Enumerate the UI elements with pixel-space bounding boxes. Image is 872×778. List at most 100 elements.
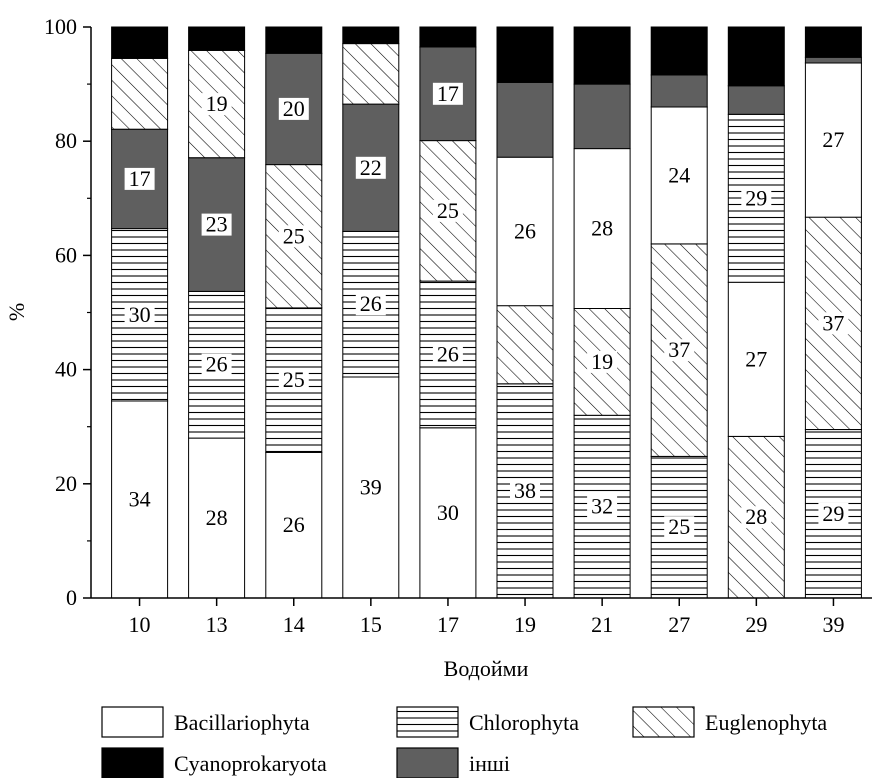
data-label: 28 <box>206 505 228 530</box>
data-label-background <box>664 516 695 539</box>
data-label: 20 <box>283 96 305 121</box>
data-label: 37 <box>668 337 690 362</box>
data-label-background <box>278 225 309 248</box>
data-label: 25 <box>668 514 690 539</box>
bar-segment-інші-39 <box>804 56 862 64</box>
data-label-background <box>818 502 849 525</box>
bar-segment-euglenophyta-15 <box>342 43 400 105</box>
bar-segment-bacillariophyta-21 <box>573 148 631 309</box>
x-tick-label: 27 <box>668 612 690 637</box>
data-label-background <box>664 339 695 362</box>
y-tick-label: 60 <box>55 242 77 267</box>
bar-segment-cyanoprokaryota-15 <box>342 26 400 45</box>
x-tick-label: 17 <box>437 612 459 637</box>
data-label-background <box>355 156 386 179</box>
bar-segment-інші-27 <box>650 74 708 108</box>
legend-label: Chlorophyta <box>469 710 579 735</box>
bar-segment-bacillariophyta-10 <box>111 400 169 599</box>
data-label-background <box>741 187 772 210</box>
data-label: 22 <box>360 155 382 180</box>
legend-label: Cyanoprokaryota <box>174 751 327 776</box>
data-label-background <box>587 350 618 373</box>
data-label: 19 <box>206 91 228 116</box>
data-label-background <box>432 343 463 366</box>
bar-segment-cyanoprokaryota-21 <box>573 26 631 85</box>
data-label: 25 <box>437 198 459 223</box>
y-tick-label: 80 <box>55 128 77 153</box>
data-label: 39 <box>360 475 382 500</box>
legend-item-euglenophyta: Euglenophyta <box>632 706 827 738</box>
y-axis-title: % <box>4 303 29 321</box>
x-tick-label: 15 <box>360 612 382 637</box>
legend-swatch <box>396 747 459 778</box>
bar-segment-cyanoprokaryota-27 <box>650 26 708 76</box>
x-tick-label: 14 <box>283 612 305 637</box>
data-label: 32 <box>591 494 613 519</box>
x-tick-label: 21 <box>591 612 613 637</box>
bar-segment-bacillariophyta-39 <box>804 62 862 218</box>
data-label: 26 <box>360 291 382 316</box>
legend-item-інші: інші <box>396 747 510 778</box>
legend-label: Bacillariophyta <box>174 710 310 735</box>
bar-segment-cyanoprokaryota-19 <box>496 26 554 83</box>
plot-area: 34 30 17 28 26 23 19 26 25 25 20 39 26 22 30 26 25 17 38 26… <box>111 26 862 599</box>
data-label: 19 <box>591 349 613 374</box>
bar-segment-cyanoprokaryota-14 <box>265 26 323 54</box>
data-label: 25 <box>283 223 305 248</box>
x-tick-label: 10 <box>129 612 151 637</box>
legend-item-bacillariophyta: Bacillariophyta <box>101 706 310 738</box>
bar-segment-euglenophyta-19 <box>496 305 554 385</box>
legend-item-chlorophyta: Chlorophyta <box>396 706 579 738</box>
data-label: 37 <box>822 310 844 335</box>
data-label: 38 <box>514 478 536 503</box>
bar-segment-cyanoprokaryota-10 <box>111 26 169 59</box>
data-label-background <box>201 93 232 116</box>
data-label: 17 <box>437 81 459 106</box>
data-label-background <box>201 353 232 376</box>
data-label: 17 <box>129 166 151 191</box>
data-label: 26 <box>283 512 305 537</box>
bar-segment-cyanoprokaryota-17 <box>419 26 477 48</box>
data-label: 26 <box>437 342 459 367</box>
bar-segment-інші-29 <box>727 85 785 115</box>
bar-segment-cyanoprokaryota-29 <box>727 26 785 87</box>
data-label-background <box>124 303 155 326</box>
bar-segment-інші-21 <box>573 83 631 150</box>
data-label: 25 <box>283 367 305 392</box>
y-tick-label: 40 <box>55 357 77 382</box>
x-axis-title: Водойми <box>444 656 529 681</box>
y-tick-label: 100 <box>44 14 77 39</box>
x-tick-label: 39 <box>822 612 844 637</box>
bar-segment-bacillariophyta-17 <box>419 427 477 599</box>
data-label-background <box>278 369 309 392</box>
legend-label: інші <box>469 751 510 776</box>
data-label: 30 <box>437 500 459 525</box>
bar-segment-cyanoprokaryota-39 <box>804 26 862 58</box>
data-label: 29 <box>822 501 844 526</box>
data-label-background <box>201 213 232 236</box>
bar-segment-bacillariophyta-14 <box>265 451 323 599</box>
bar-segment-bacillariophyta-15 <box>342 376 400 599</box>
axes: 0 20 40 60 80 100 10 13 14 15 17 19 21 27 29 39 <box>44 14 872 637</box>
legend-swatch <box>632 706 695 738</box>
data-label-background <box>432 199 463 222</box>
data-label-background <box>278 97 309 120</box>
data-label-background <box>587 495 618 518</box>
bar-segment-інші-19 <box>496 81 554 158</box>
data-label: 30 <box>129 302 151 327</box>
data-label-background <box>510 479 540 502</box>
legend-swatch <box>396 706 459 738</box>
y-tick-label: 0 <box>66 585 77 610</box>
legend-label: Euglenophyta <box>705 710 827 735</box>
legend-swatch <box>101 747 164 778</box>
x-tick-label: 29 <box>745 612 767 637</box>
data-label: 29 <box>745 185 767 210</box>
data-label: 26 <box>514 218 536 243</box>
bar-segment-euglenophyta-10 <box>111 57 169 130</box>
y-tick-label: 20 <box>55 471 77 496</box>
data-label: 28 <box>591 216 613 241</box>
data-label: 26 <box>206 352 228 377</box>
legend-item-cyanoprokaryota: Cyanoprokaryota <box>101 747 327 778</box>
data-label-background <box>355 293 386 316</box>
